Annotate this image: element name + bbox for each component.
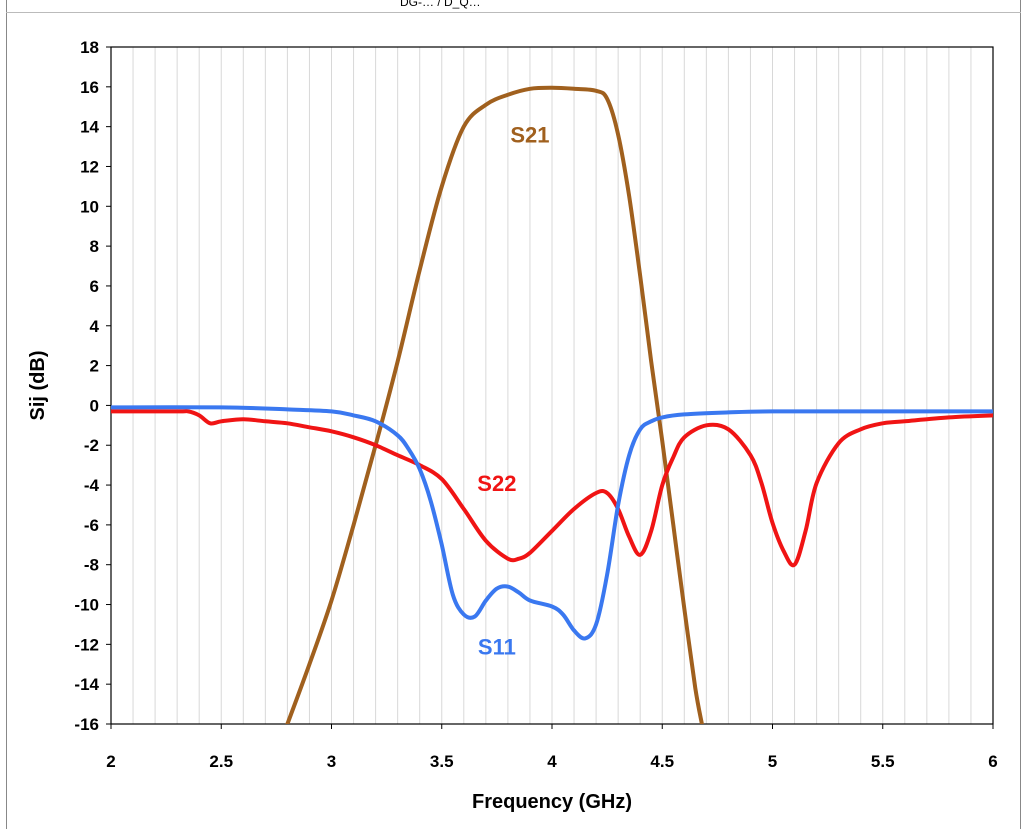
series-s21-label: S21 (510, 123, 549, 148)
x-tick-label: 3 (327, 752, 336, 771)
y-tick-label: 0 (90, 396, 99, 415)
y-tick-label: -10 (74, 596, 99, 615)
y-axis-title: Sij (dB) (27, 351, 49, 421)
series-s11-line (111, 405, 993, 641)
y-tick-label: -16 (74, 715, 99, 734)
y-tick-label: -6 (84, 516, 99, 535)
x-tick-label: 3.5 (430, 752, 454, 771)
x-tick-label: 5 (768, 752, 777, 771)
y-tick-label: 4 (90, 317, 100, 336)
y-tick-label: 18 (80, 38, 99, 57)
x-tick-label: 5.5 (871, 752, 895, 771)
x-tick-label: 4 (547, 752, 557, 771)
y-tick-label: 14 (80, 118, 99, 137)
series-s22-line (111, 409, 993, 568)
y-tick-label: 2 (90, 357, 99, 376)
x-tick-label: 4.5 (650, 752, 674, 771)
y-tick-label: 6 (90, 277, 99, 296)
x-tick-label: 2 (106, 752, 115, 771)
series-s22-label: S22 (477, 471, 516, 496)
y-tick-label: -8 (84, 556, 99, 575)
y-tick-label: 16 (80, 78, 99, 97)
y-tick-label: 10 (80, 197, 99, 216)
plot-area: -16 -14 -12 -10 -8 -6 -4 -2 0 2 4 6 8 10 12 14 16 18 2 2.5 3… (27, 38, 998, 813)
x-tick-label: 6 (988, 752, 997, 771)
y-tick-label: 8 (90, 237, 99, 256)
x-tick-label: 2.5 (209, 752, 233, 771)
y-tick-label: -4 (84, 476, 100, 495)
y-tick-label: -12 (74, 635, 99, 654)
x-axis-title: Frequency (GHz) (472, 791, 632, 813)
y-tick-label: -2 (84, 436, 99, 455)
series-s11-label: S11 (478, 634, 516, 659)
y-tick-label: -14 (74, 675, 99, 694)
y-tick-label: 12 (80, 157, 99, 176)
header-text: DG-… / D_Q… (400, 0, 481, 9)
